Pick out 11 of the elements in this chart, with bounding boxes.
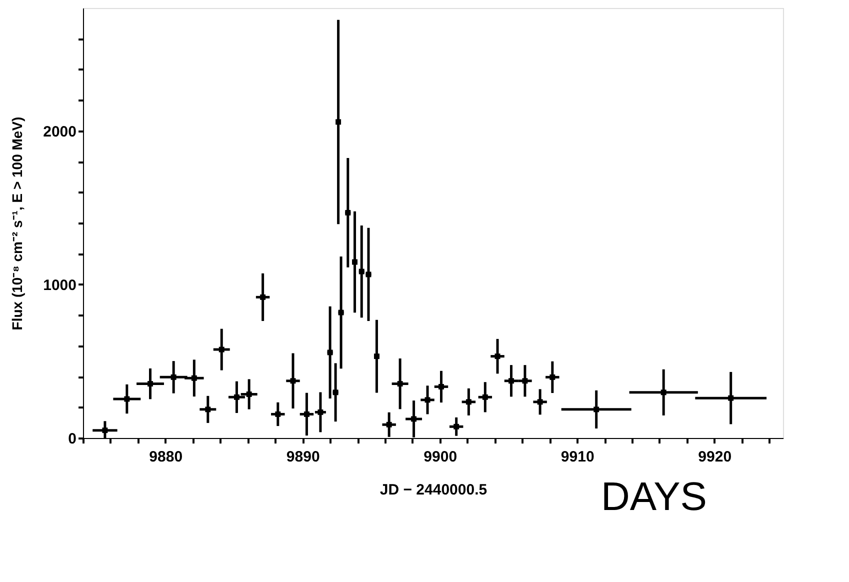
- y-tick-label: 1000: [43, 276, 76, 294]
- x-tick-label: 9910: [560, 448, 594, 466]
- y-axis-title: Flux (10⁻⁸ cm⁻² s⁻¹, E > 100 MeV): [9, 116, 26, 330]
- y-tick-label: 2000: [43, 123, 76, 140]
- text: DAYS: [601, 475, 707, 519]
- x-tick-label: 9920: [698, 448, 732, 466]
- y-tick-label: 0: [68, 430, 76, 448]
- x-tick-label: 9900: [424, 448, 458, 466]
- x-axis-title: JD − 2440000.5: [380, 482, 488, 498]
- x-tick-label: 9890: [286, 448, 320, 466]
- x-tick-label: 9880: [149, 448, 183, 466]
